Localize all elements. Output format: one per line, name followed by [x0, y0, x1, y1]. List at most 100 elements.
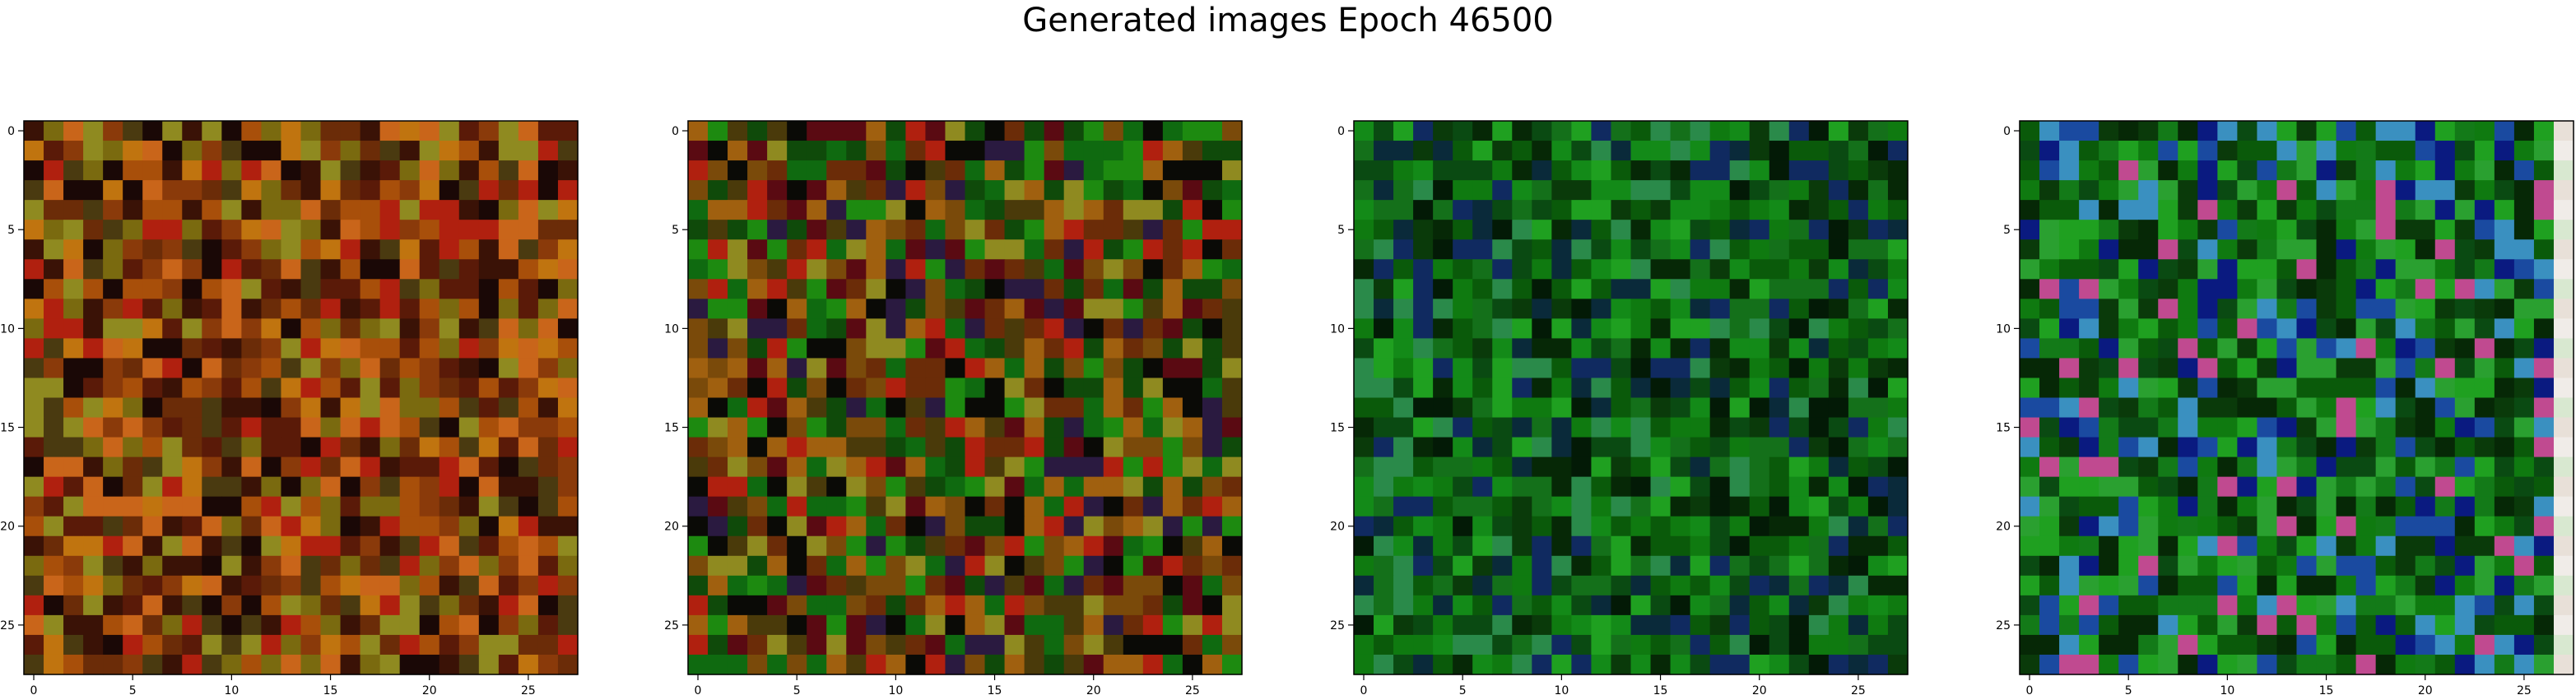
pixel-cell — [419, 456, 440, 478]
pixel-cell — [2296, 634, 2318, 656]
pixel-cell — [2020, 160, 2040, 181]
pixel-cell — [2533, 220, 2555, 240]
pixel-cell — [162, 575, 183, 596]
pixel-cell — [2237, 516, 2258, 537]
pixel-cell — [300, 595, 322, 616]
pixel-cell — [2395, 279, 2416, 299]
pixel-cell — [498, 239, 519, 260]
pixel-cell — [2237, 121, 2258, 141]
pixel-cell — [241, 299, 263, 319]
pixel-cell — [399, 634, 421, 656]
pixel-cell — [2158, 417, 2178, 438]
pixel-cell — [162, 378, 183, 399]
pixel-cell — [2415, 358, 2436, 379]
pixel-cell — [439, 417, 460, 438]
pixel-cell — [2454, 299, 2476, 319]
pixel-cell — [281, 397, 302, 419]
pixel-cell — [2158, 535, 2178, 557]
pixel-cell — [123, 220, 143, 240]
pixel-cell — [2513, 456, 2535, 478]
pixel-cell — [123, 239, 143, 260]
pixel-cell — [2355, 654, 2377, 675]
pixel-cell — [2355, 338, 2377, 359]
pixel-cell — [2197, 555, 2218, 577]
pixel-cell — [2257, 220, 2278, 240]
pixel-cell — [63, 496, 84, 517]
pixel-cell — [182, 358, 202, 379]
pixel-cell — [379, 299, 401, 319]
pixel-cell — [498, 338, 519, 359]
pixel-cell — [2020, 535, 2040, 557]
pixel-cell — [1004, 121, 1025, 141]
pixel-cell — [2276, 259, 2298, 280]
pixel-cell — [2553, 358, 2574, 379]
pixel-cell — [478, 535, 500, 557]
pixel-cell — [2336, 456, 2357, 478]
pixel-cell — [2336, 378, 2357, 399]
pixel-cell — [63, 437, 84, 458]
pixel-cell — [2158, 456, 2178, 478]
pixel-cell — [2355, 318, 2377, 339]
pixel-cell — [2197, 239, 2218, 260]
pixel-cell — [557, 378, 579, 399]
pixel-cell — [2375, 397, 2397, 419]
pixel-cell — [83, 634, 104, 656]
pixel-cell — [2099, 575, 2119, 596]
pixel-cell — [439, 516, 460, 537]
pixel-cell — [2513, 397, 2535, 419]
pixel-cell — [123, 279, 143, 299]
pixel-cell — [2079, 200, 2099, 220]
pixel-cell — [379, 535, 401, 557]
pixel-cell — [2158, 180, 2178, 201]
pixel-cell — [518, 417, 539, 438]
x-tick-label: 20 — [2418, 684, 2433, 695]
pixel-cell — [281, 595, 302, 616]
pixel-cell — [2395, 200, 2416, 220]
pixel-cell — [300, 535, 322, 557]
pixel-cell — [2276, 121, 2298, 141]
pixel-cell — [340, 259, 361, 280]
pixel-cell — [360, 516, 381, 537]
pixel-cell — [63, 555, 84, 577]
pixel-cell — [2494, 200, 2515, 220]
pixel-cell — [1142, 121, 1164, 141]
pixel-cell — [202, 496, 222, 517]
pixel-cell — [2395, 575, 2416, 596]
pixel-cell — [2257, 417, 2278, 438]
pixel-cell — [202, 575, 222, 596]
pixel-cell — [300, 299, 322, 319]
pixel-cell — [537, 160, 559, 181]
pixel-cell — [2415, 239, 2436, 260]
pixel-cell — [2079, 516, 2099, 537]
pixel-cell — [44, 160, 64, 181]
pixel-cell — [2316, 378, 2337, 399]
pixel-cell — [498, 575, 519, 596]
pixel-cell — [2375, 279, 2397, 299]
pixel-cell — [458, 437, 480, 458]
pixel-cell — [103, 220, 123, 240]
pixel-cell — [2020, 318, 2040, 339]
pixel-cell — [2276, 535, 2298, 557]
pixel-cell — [103, 437, 123, 458]
pixel-cell — [439, 299, 460, 319]
pixel-cell — [221, 516, 242, 537]
pixel-cell — [2237, 338, 2258, 359]
pixel-cell — [2395, 437, 2416, 458]
pixel-cell — [340, 496, 361, 517]
pixel-cell — [2336, 555, 2357, 577]
pixel-cell — [2178, 634, 2198, 656]
pixel-cell — [439, 318, 460, 339]
pixel-cell — [498, 397, 519, 419]
pixel-cell — [221, 220, 242, 240]
pixel-cell — [2513, 141, 2535, 161]
pixel-cell — [2296, 575, 2318, 596]
pixel-cell — [2257, 141, 2278, 161]
pixel-cell — [2454, 378, 2476, 399]
pixel-cell — [281, 338, 302, 359]
pixel-cell — [557, 614, 579, 636]
pixel-cell — [498, 496, 519, 517]
pixel-cell — [2296, 496, 2318, 517]
figure-title: Generated images Epoch 46500 — [1022, 2, 1554, 39]
pixel-cell — [1083, 141, 1104, 161]
pixel-cell — [2375, 555, 2397, 577]
